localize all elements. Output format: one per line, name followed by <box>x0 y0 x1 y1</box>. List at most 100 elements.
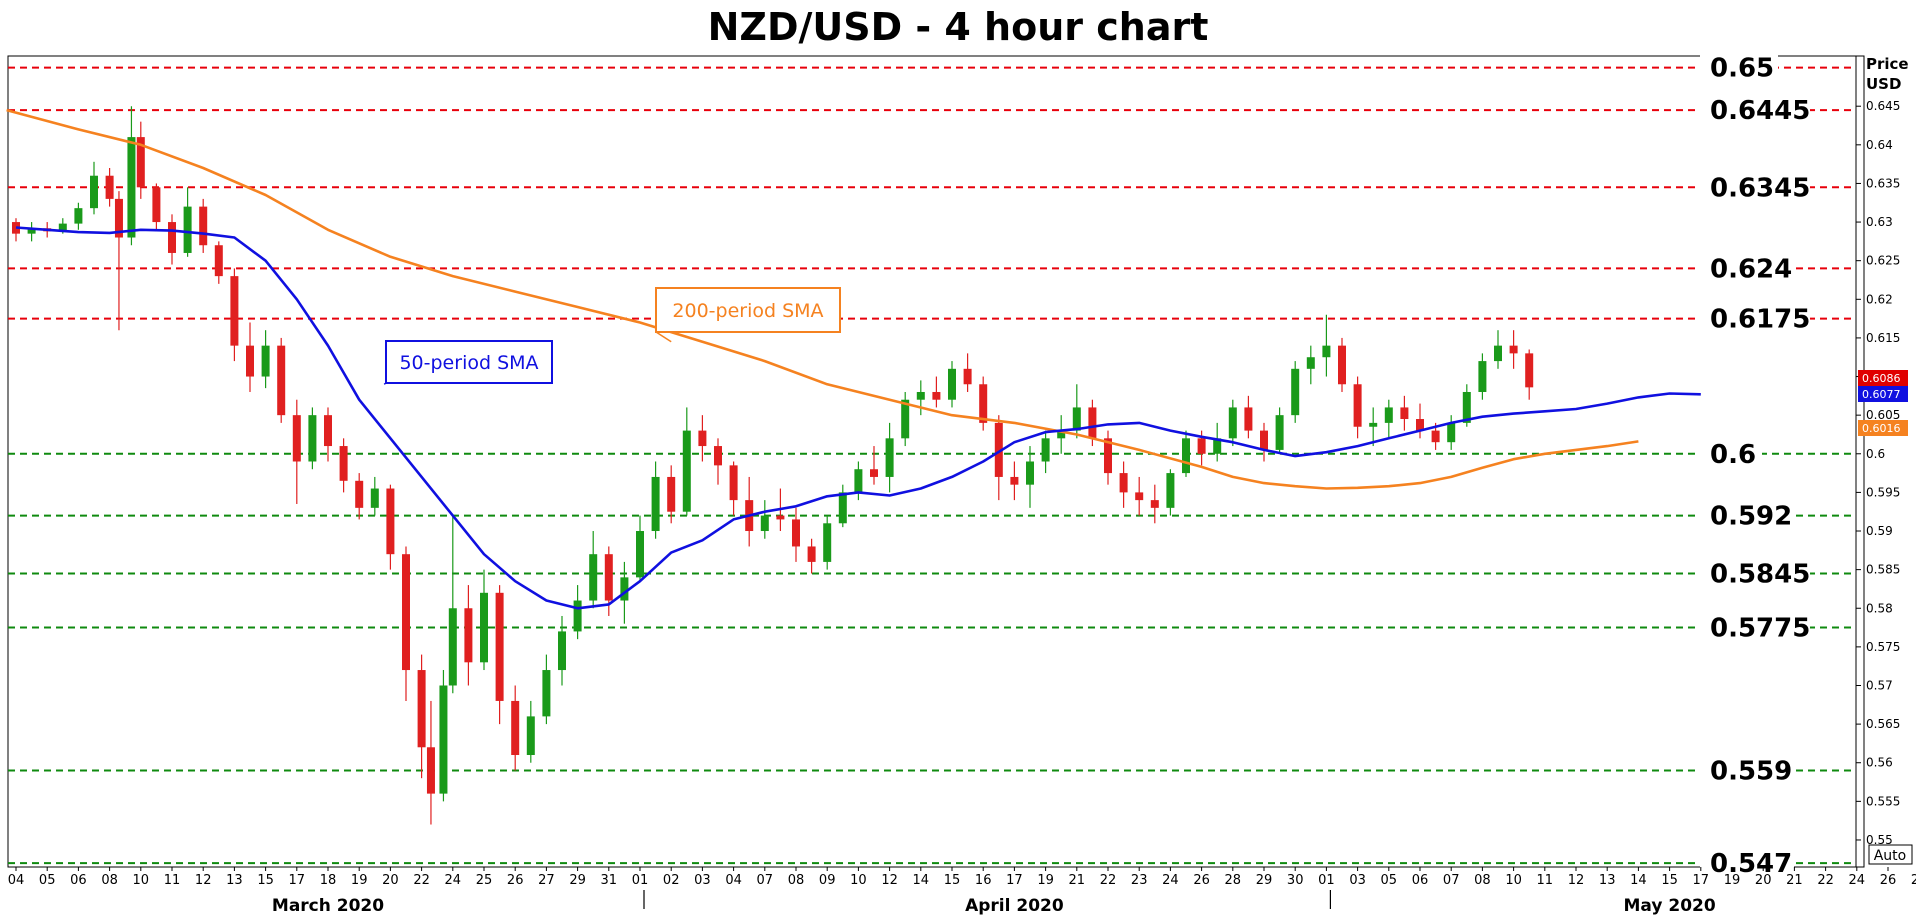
candle-body <box>308 415 317 462</box>
y-axis-ticks: 0.6450.640.6350.630.6250.620.6150.610.60… <box>1856 99 1900 847</box>
candle <box>230 268 239 362</box>
candle-body <box>838 492 847 524</box>
candle <box>214 241 223 284</box>
x-tick-label: 08 <box>788 873 805 888</box>
candle <box>1275 407 1284 454</box>
auto-scale-button[interactable]: Auto <box>1868 844 1913 865</box>
candle-body <box>1166 473 1175 508</box>
candle <box>838 484 847 528</box>
candle <box>916 380 925 416</box>
x-tick-label: 22 <box>413 873 430 888</box>
candle <box>127 106 136 246</box>
candle <box>994 415 1003 501</box>
candle-body <box>760 515 769 532</box>
candle <box>1525 349 1534 400</box>
candle <box>1400 395 1409 431</box>
x-tick-label: 21 <box>1069 873 1086 888</box>
x-tick-label: 05 <box>39 873 56 888</box>
horizontal-levels: 0.65 0.6445 0.6345 0.624 0.6175 0.6 0.592 0.584… <box>8 52 1856 879</box>
candle-body <box>426 747 435 794</box>
price-tag-bg <box>1858 386 1908 402</box>
candle <box>948 361 956 408</box>
x-tick-label: 20 <box>1755 873 1772 888</box>
candle-body <box>230 276 239 346</box>
candle <box>526 700 535 763</box>
y-tick-label: 0.57 <box>1866 678 1893 692</box>
candle <box>136 121 145 199</box>
x-tick-label: 18 <box>320 873 337 888</box>
x-tick-label: 29 <box>569 873 586 888</box>
x-tick-label: 10 <box>850 873 867 888</box>
candle <box>1260 422 1268 462</box>
x-tick-label: 10 <box>1505 873 1522 888</box>
x-tick-label: 03 <box>1349 873 1366 888</box>
callout-sma-200: 200-period SMA <box>655 287 841 343</box>
candle-body <box>386 488 395 555</box>
candle <box>1478 353 1487 400</box>
candle <box>963 353 972 392</box>
candle <box>1135 476 1144 516</box>
x-tick-label: 26 <box>1880 873 1897 888</box>
candle-body <box>355 480 364 508</box>
candle-body <box>1306 357 1315 369</box>
candle-body <box>1088 407 1097 439</box>
candle-body <box>1119 473 1128 493</box>
candle-body <box>261 345 270 377</box>
candle-body <box>963 368 972 385</box>
x-tick-label: 16 <box>975 873 992 888</box>
candle-body <box>402 554 410 671</box>
candle-body <box>448 608 457 686</box>
candle <box>1104 430 1112 485</box>
candle-body <box>823 523 832 562</box>
candle <box>1026 446 1034 508</box>
candle-body <box>114 198 123 238</box>
x-tick-label: 05 <box>1381 873 1398 888</box>
price-tag-label: 0.6016 <box>1862 422 1901 435</box>
candle-body <box>1150 500 1159 508</box>
candle-body <box>651 476 660 532</box>
candle-body <box>1197 438 1206 454</box>
y-tick-label: 0.58 <box>1866 601 1893 615</box>
auto-scale-button-frame[interactable] <box>1868 844 1913 865</box>
y-tick-label: 0.575 <box>1866 640 1900 654</box>
candle-body <box>1072 407 1081 431</box>
candle-body <box>168 222 176 253</box>
x-tick-label: 19 <box>1037 873 1054 888</box>
candle-body <box>885 438 894 477</box>
x-tick-label: 11 <box>1537 873 1554 888</box>
x-tick-label: 03 <box>694 873 711 888</box>
candle-body <box>1384 407 1393 423</box>
x-tick-label: 22 <box>1100 873 1117 888</box>
candle <box>74 202 83 230</box>
candle-body <box>1525 353 1534 388</box>
candle-body <box>1416 419 1424 431</box>
candle <box>1228 399 1237 447</box>
candle-body <box>776 515 785 520</box>
x-tick-label: 01 <box>1318 873 1335 888</box>
level-label-bg-5 <box>1700 438 1762 469</box>
candle <box>854 461 863 501</box>
candle-body <box>183 206 192 253</box>
level-label-5: 0.6 <box>1710 440 1756 470</box>
candle-body <box>870 469 878 477</box>
candle <box>807 538 816 574</box>
x-tick-label: 10 <box>133 873 150 888</box>
candle-body <box>1509 345 1518 354</box>
candle <box>823 515 832 570</box>
auto-scale-button-label[interactable]: Auto <box>1874 848 1907 864</box>
candle <box>573 585 582 640</box>
candle <box>426 700 435 825</box>
candle-body <box>1291 368 1300 416</box>
candle-body <box>932 391 941 400</box>
callout-box <box>385 340 553 384</box>
candle <box>168 214 176 265</box>
price-tag-bg <box>1858 370 1908 386</box>
y-tick-label: 0.625 <box>1866 254 1900 268</box>
sma-callouts: 50-period SMA 200-period SMA <box>383 287 841 385</box>
candle <box>1182 430 1190 477</box>
x-tick-label: 12 <box>1568 873 1585 888</box>
sma-50-line <box>15 226 1701 610</box>
callout-label: 50-period SMA <box>399 352 538 374</box>
level-label-bg-3 <box>1700 253 1794 284</box>
candle <box>292 399 301 504</box>
